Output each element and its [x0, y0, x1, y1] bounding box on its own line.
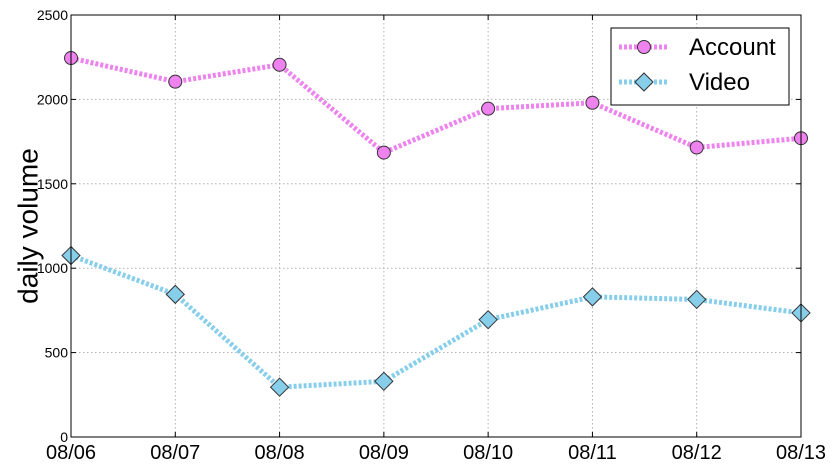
- x-axis-ticks: 08/06 08/07 08/08 08/09 08/10 08/11 08/12 08/13: [46, 15, 826, 464]
- legend-item-account: Account: [619, 34, 776, 61]
- x-tick-label: 08/08: [255, 442, 305, 464]
- legend: Account Video: [610, 27, 790, 106]
- legend-box: [610, 27, 790, 106]
- data-point: [481, 101, 496, 116]
- data-point: [168, 74, 183, 89]
- data-point: [582, 287, 603, 307]
- legend-marker: [637, 40, 651, 54]
- data-point: [272, 57, 287, 72]
- y-axis-label: daily volume: [12, 148, 43, 304]
- y-tick-label: 2000: [37, 91, 68, 107]
- y-tick-label: 1000: [37, 260, 68, 276]
- x-tick-label: 08/10: [463, 442, 513, 464]
- legend-marker: [634, 72, 654, 92]
- series-line: [70, 55, 802, 156]
- x-tick-label: 08/12: [672, 442, 722, 464]
- y-tick-label: 1500: [37, 176, 68, 192]
- data-point: [687, 289, 707, 310]
- data-point: [165, 284, 185, 305]
- y-tick-label: 0: [60, 429, 68, 445]
- data-point: [269, 377, 290, 397]
- data-point: [376, 145, 391, 160]
- x-tick-label: 08/13: [776, 442, 826, 464]
- x-tick-label: 08/07: [150, 442, 200, 464]
- legend-label: Video: [689, 69, 750, 96]
- x-tick-label: 08/06: [46, 442, 96, 464]
- y-tick-label: 500: [45, 345, 69, 361]
- legend-label: Account: [689, 34, 776, 61]
- series-video: [61, 245, 811, 397]
- series-line: [70, 253, 802, 390]
- series-group: [61, 51, 811, 397]
- data-point: [585, 95, 600, 110]
- y-axis-ticks: 0 500 1000 1500 2000 2500: [37, 7, 801, 445]
- legend-item-video: Video: [619, 69, 750, 96]
- x-tick-label: 08/09: [359, 442, 409, 464]
- x-tick-label: 08/11: [568, 442, 617, 464]
- plot-frame: [70, 14, 802, 438]
- data-point: [374, 371, 394, 392]
- data-point: [689, 140, 704, 155]
- y-tick-label: 2500: [37, 7, 68, 23]
- data-point: [478, 309, 498, 330]
